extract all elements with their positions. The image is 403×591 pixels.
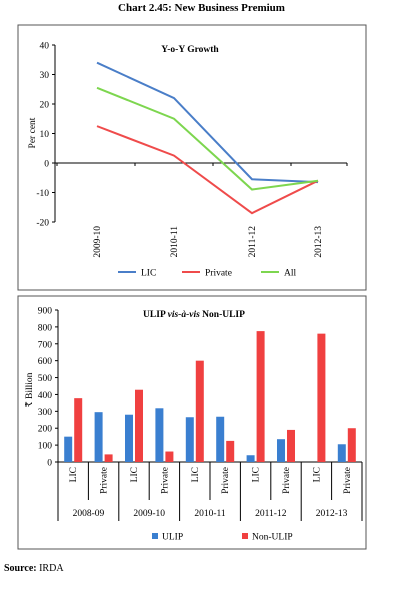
legend-label-private: Private bbox=[205, 269, 232, 279]
y-tick-label: 500 bbox=[38, 374, 53, 384]
legend-label-non-ulip: Non-ULIP bbox=[252, 533, 293, 543]
group-label: 2010-11 bbox=[194, 509, 226, 519]
subcategory-label: Private bbox=[282, 467, 292, 494]
y-tick-label: 300 bbox=[38, 408, 53, 418]
legend-swatch-non-ulip bbox=[242, 533, 248, 539]
bar-chart-y-label: ₹ Billion bbox=[25, 372, 35, 407]
legend-label-lic: LIC bbox=[141, 269, 156, 279]
subcategory-label: Private bbox=[100, 467, 110, 494]
legend-label-ulip: ULIP bbox=[162, 533, 183, 543]
y-tick-label: 700 bbox=[38, 340, 53, 350]
source-note: Source: IRDA bbox=[4, 563, 64, 574]
y-tick-label: 10 bbox=[40, 130, 50, 140]
bar-non-ulip-2009-10-lic bbox=[135, 389, 143, 462]
y-tick-label: 900 bbox=[38, 307, 53, 317]
bar-non-ulip-2011-12-private bbox=[287, 429, 295, 462]
bar-non-ulip-2009-10-private bbox=[165, 451, 174, 462]
y-tick-label: 600 bbox=[38, 357, 53, 367]
y-tick-label: 30 bbox=[40, 71, 50, 81]
group-label: 2012-13 bbox=[316, 509, 348, 519]
subcategory-label: LIC bbox=[312, 467, 322, 482]
bar-non-ulip-2011-12-lic bbox=[256, 331, 265, 462]
y-tick-label: 0 bbox=[44, 160, 49, 170]
x-category-label: 2010-11 bbox=[170, 226, 180, 258]
bar-chart-title-part: ULIP bbox=[143, 310, 168, 320]
y-tick-label: 400 bbox=[38, 391, 53, 401]
bar-ulip-2012-13-private bbox=[337, 444, 346, 462]
line-chart-y-label: Per cent bbox=[28, 117, 38, 148]
bar-ulip-2010-11-private bbox=[216, 416, 225, 462]
group-label: 2011-12 bbox=[255, 509, 287, 519]
bar-non-ulip-2010-11-lic bbox=[195, 360, 204, 462]
y-tick-label: 40 bbox=[40, 42, 50, 52]
series-line-private bbox=[96, 125, 319, 215]
y-tick-label: 100 bbox=[38, 442, 53, 452]
legend-label-all: All bbox=[284, 269, 297, 279]
subcategory-label: LIC bbox=[130, 467, 140, 482]
line-chart-title: Y-o-Y Growth bbox=[161, 45, 219, 55]
subcategory-label: Private bbox=[221, 467, 231, 494]
bar-non-ulip-2008-09-lic bbox=[74, 398, 83, 462]
legend-swatch-ulip bbox=[152, 533, 158, 539]
chart-main-title: Chart 2.45: New Business Premium bbox=[118, 2, 285, 14]
subcategory-label: LIC bbox=[191, 467, 201, 482]
y-tick-label: 800 bbox=[38, 323, 53, 333]
bar-non-ulip-2010-11-private bbox=[226, 440, 235, 462]
bar-ulip-2008-09-lic bbox=[64, 436, 73, 462]
series-line-all bbox=[96, 86, 319, 191]
group-label: 2008-09 bbox=[73, 509, 105, 519]
bar-ulip-2010-11-lic bbox=[185, 417, 194, 462]
bar-ulip-2009-10-private bbox=[155, 408, 164, 462]
bar-chart: ULIP vis-à-vis Non-ULIP 900 800 700 600 500 40… bbox=[25, 307, 363, 543]
bar-chart-title-part: vis-à-vis bbox=[168, 310, 200, 320]
line-chart-panel bbox=[17, 24, 367, 291]
line-chart: Y-o-Y Growth 40 30 20 10 0 -10 -20 Per cent 2009-… bbox=[28, 42, 348, 279]
y-tick-label: 0 bbox=[47, 459, 52, 469]
bar-ulip-2008-09-private bbox=[94, 412, 103, 462]
bar-ulip-2009-10-lic bbox=[125, 414, 133, 462]
x-category-label: 2011-12 bbox=[248, 226, 258, 258]
subcategory-label: LIC bbox=[69, 467, 79, 482]
group-label: 2009-10 bbox=[133, 509, 165, 519]
subcategory-label: Private bbox=[343, 467, 353, 494]
bar-chart-title-part: Non-ULIP bbox=[200, 310, 245, 320]
bar-chart-title: ULIP vis-à-vis Non-ULIP bbox=[143, 310, 245, 320]
bar-ulip-2011-12-lic bbox=[246, 455, 255, 462]
bar-non-ulip-2012-13-lic bbox=[317, 333, 326, 462]
bar-non-ulip-2008-09-private bbox=[104, 454, 113, 462]
subcategory-label: Private bbox=[160, 467, 170, 494]
y-tick-label: 20 bbox=[40, 101, 50, 111]
y-tick-label: 200 bbox=[38, 425, 53, 435]
x-category-label: 2009-10 bbox=[93, 226, 103, 258]
source-value: IRDA bbox=[39, 563, 64, 574]
y-tick-label: -20 bbox=[36, 219, 49, 229]
subcategory-label: LIC bbox=[252, 467, 262, 482]
y-tick-label: -10 bbox=[36, 189, 49, 199]
source-label: Source: bbox=[4, 563, 37, 574]
series-line-lic bbox=[96, 61, 319, 184]
bar-non-ulip-2012-13-private bbox=[347, 428, 356, 462]
bar-ulip-2011-12-private bbox=[277, 439, 285, 462]
x-category-label: 2012-13 bbox=[314, 226, 324, 258]
